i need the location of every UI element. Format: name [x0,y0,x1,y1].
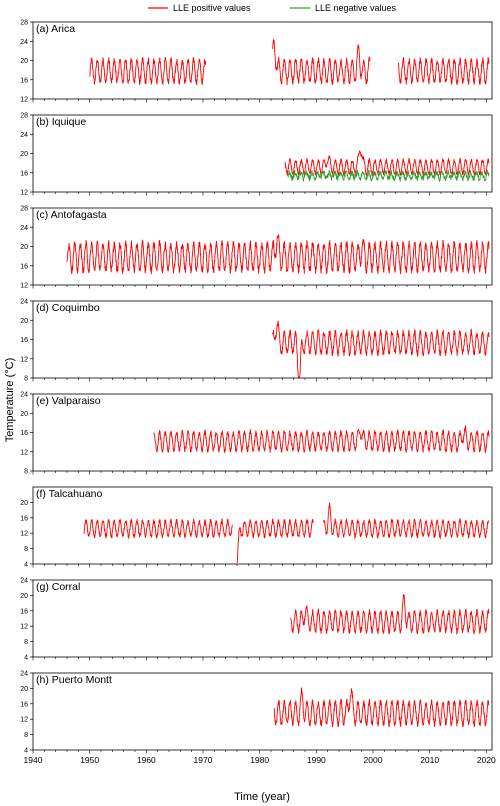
x-tick-label: 2020 [477,755,496,765]
y-axis-label: Temperature (°C) [4,358,16,442]
panel-frame [32,486,493,565]
y-tick-label: 20 [20,151,28,158]
y-tick-label: 16 [20,430,28,437]
y-tick-label: 24 [20,671,28,678]
panel-title: (c) Antofagasta [36,209,107,221]
y-tick-label: 16 [20,608,28,615]
panel-6: (f) Talcahuano 4 8 12 16 20 [20,486,493,569]
panel-title: (e) Valparaiso [36,395,101,407]
series-line-1 [272,320,490,378]
y-tick-label: 20 [20,58,28,65]
panel-title: (a) Arica [36,23,75,35]
panel-5: (e) Valparaiso 8 12 16 20 24 [20,392,493,476]
panel-frame [32,393,493,472]
series-line-1 [273,687,490,728]
y-tick-label: 12 [20,190,28,197]
y-tick-label: 8 [24,376,28,383]
y-tick-label: 12 [20,531,28,538]
y-tick-label: 12 [20,624,28,631]
panel-title: (d) Coquimbo [36,302,100,314]
x-tick-label: 1940 [24,755,43,765]
panel-frame [32,579,493,658]
panel-title: (h) Puerto Montt [36,674,112,686]
series-line-1 [290,594,490,635]
y-tick-label: 24 [20,299,28,306]
y-tick-label: 20 [20,411,28,418]
y-tick-label: 24 [20,132,28,139]
y-tick-label: 4 [24,655,28,662]
y-tick-label: 20 [20,318,28,325]
y-tick-label: 8 [24,469,28,476]
y-tick-label: 24 [20,225,28,232]
x-tick-label: 1990 [307,755,326,765]
x-tick-label: 1950 [80,755,99,765]
panel-frame [32,21,493,100]
x-tick-label: 2000 [364,755,383,765]
legend-label-positive: LLE positive values [173,3,251,13]
series-line-1 [66,234,490,275]
legend: LLE positive values LLE negative values [148,3,397,13]
x-tick-label: 1970 [194,755,213,765]
x-tick-label: 2010 [420,755,439,765]
panel-1: (a) Arica 12 16 20 24 28 [20,20,493,104]
chart-panels: (a) Arica 12 16 20 24 28 (b) Iquique 12 16 20 24 28… [20,20,496,766]
y-tick-label: 12 [20,97,28,104]
series-line-1 [89,39,490,86]
y-tick-label: 28 [20,113,28,120]
legend-label-negative: LLE negative values [315,3,397,13]
panel-frame [32,672,493,751]
y-tick-label: 8 [24,639,28,646]
y-tick-label: 16 [20,337,28,344]
y-tick-label: 16 [20,263,28,270]
panel-title: (f) Talcahuano [36,488,103,500]
y-tick-label: 8 [24,732,28,739]
x-axis-label: Time (year) [234,791,290,803]
y-tick-label: 16 [20,515,28,522]
y-tick-label: 12 [20,449,28,456]
panel-3: (c) Antofagasta 12 16 20 24 28 [20,206,493,290]
series-line-1 [284,149,490,178]
y-tick-label: 12 [20,356,28,363]
x-tick-label: 1980 [250,755,269,765]
y-tick-label: 20 [20,244,28,251]
series-line-2 [287,168,490,183]
panel-2: (b) Iquique 12 16 20 24 28 [20,113,493,197]
y-tick-label: 16 [20,170,28,177]
panel-frame [32,300,493,379]
panel-4: (d) Coquimbo 8 12 16 20 24 [20,299,493,383]
y-tick-label: 24 [20,392,28,399]
y-tick-label: 16 [20,77,28,84]
panel-7: (g) Corral 4 8 12 16 20 24 [20,578,493,662]
panel-8: (h) Puerto Montt 4 8 12 16 20 24 [20,671,493,755]
y-tick-label: 16 [20,701,28,708]
y-tick-label: 20 [20,686,28,693]
y-tick-label: 24 [20,578,28,585]
y-tick-label: 20 [20,500,28,507]
y-tick-label: 24 [20,39,28,46]
y-tick-label: 12 [20,283,28,290]
series-line-1 [83,502,490,564]
panel-title: (b) Iquique [36,116,86,128]
y-tick-label: 28 [20,20,28,27]
y-tick-label: 8 [24,546,28,553]
y-tick-label: 4 [24,748,28,755]
y-tick-label: 4 [24,562,28,569]
x-tick-label: 1960 [137,755,156,765]
y-tick-label: 28 [20,206,28,213]
series-line-1 [153,424,490,454]
y-tick-label: 20 [20,593,28,600]
panel-title: (g) Corral [36,581,80,593]
y-tick-label: 12 [20,717,28,724]
